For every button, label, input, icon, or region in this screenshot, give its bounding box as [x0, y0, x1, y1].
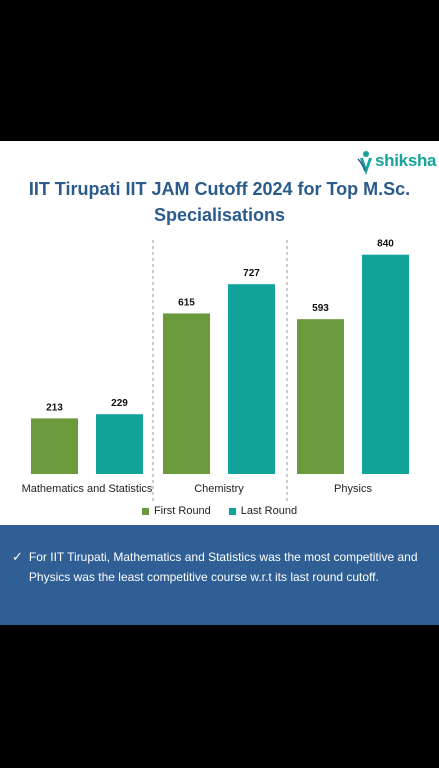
data-label-last-round-1: 229: [111, 398, 128, 409]
category-label-3: Physics: [334, 483, 372, 495]
data-label-first-round-1: 213: [46, 402, 63, 413]
legend-swatch-last-round: [228, 507, 236, 515]
chart-title: IIT Tirupati IIT JAM Cutoff 2024 for Top…: [20, 176, 419, 228]
bar-chart: 213 229 Mathematics and Statistics 615 727 Ch…: [22, 239, 409, 502]
insight-text: For IIT Tirupati, Mathematics and Statis…: [28, 550, 418, 584]
legend-item-first-round: First Round: [141, 505, 211, 517]
brand-name: shiksha: [375, 151, 437, 170]
data-label-first-round-3: 593: [312, 303, 329, 314]
bar-last-round-3: [362, 254, 409, 474]
category-label-1: Mathematics and Statistics: [22, 483, 153, 495]
shiksha-logo-icon: [357, 151, 372, 175]
bar-first-round-1: [31, 418, 78, 474]
legend-swatch-first-round: [141, 507, 149, 515]
chart-legend: First Round Last Round: [0, 505, 439, 517]
insight-panel: ✓ For IIT Tirupati, Mathematics and Stat…: [0, 525, 439, 625]
category-label-2: Chemistry: [194, 483, 244, 495]
legend-item-last-round: Last Round: [228, 505, 298, 517]
bar-first-round-3: [297, 319, 344, 474]
insight-row: ✓ For IIT Tirupati, Mathematics and Stat…: [12, 547, 427, 587]
bar-first-round-2: [163, 313, 210, 474]
bar-last-round-2: [228, 284, 275, 474]
data-label-first-round-2: 615: [178, 297, 195, 308]
legend-label-last-round: Last Round: [240, 505, 298, 517]
bar-last-round-1: [96, 414, 143, 474]
chart-title-line-2: Specialisations: [153, 205, 286, 225]
check-icon: ✓: [12, 549, 23, 564]
chart-title-line-1: IIT Tirupati IIT JAM Cutoff 2024 for Top…: [28, 179, 411, 199]
data-label-last-round-3: 840: [377, 239, 394, 250]
data-label-last-round-2: 727: [243, 268, 260, 279]
legend-label-first-round: First Round: [153, 505, 211, 517]
